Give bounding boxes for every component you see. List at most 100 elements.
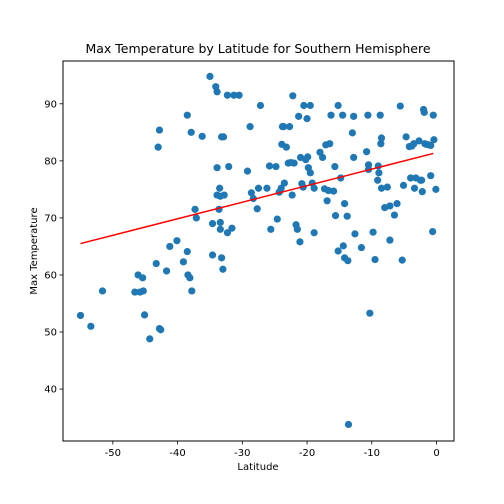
x-tick-label: -10	[364, 448, 380, 459]
data-point	[228, 225, 235, 232]
data-point	[411, 185, 418, 192]
data-point	[421, 109, 428, 116]
data-point	[399, 257, 406, 264]
data-point	[374, 177, 381, 184]
data-point	[209, 220, 216, 227]
data-point	[217, 219, 224, 226]
data-point	[199, 133, 206, 140]
data-point	[419, 188, 426, 195]
data-point	[184, 248, 191, 255]
data-point	[331, 163, 338, 170]
data-point	[341, 200, 348, 207]
data-point	[358, 244, 365, 251]
x-axis-label: Latitude	[237, 462, 278, 473]
data-point	[206, 73, 213, 80]
data-point	[188, 129, 195, 136]
data-point	[311, 185, 318, 192]
data-point	[295, 113, 302, 120]
data-point	[254, 205, 261, 212]
x-tick-label: -30	[234, 448, 250, 459]
data-point	[225, 163, 232, 170]
data-point	[345, 421, 352, 428]
data-point	[291, 160, 298, 167]
data-point	[366, 310, 373, 317]
data-point	[184, 112, 191, 119]
data-point	[155, 144, 162, 151]
data-point	[99, 287, 106, 294]
data-point	[191, 206, 198, 213]
data-point	[386, 237, 393, 244]
data-point	[141, 311, 148, 318]
data-point	[255, 185, 262, 192]
y-tick-label: 90	[44, 99, 57, 110]
data-point	[350, 113, 357, 120]
data-point	[311, 229, 318, 236]
data-point	[330, 187, 337, 194]
data-point	[263, 185, 270, 192]
data-point	[235, 92, 242, 99]
data-point	[418, 177, 425, 184]
data-point	[213, 164, 220, 171]
data-point	[220, 133, 227, 140]
data-point	[266, 162, 273, 169]
data-point	[166, 243, 173, 250]
data-point	[350, 154, 357, 161]
y-tick-label: 70	[44, 213, 57, 224]
x-tick-label: 0	[433, 448, 439, 459]
data-point	[156, 126, 163, 133]
data-point	[351, 230, 358, 237]
y-tick-label: 80	[44, 156, 57, 167]
data-point	[326, 140, 333, 147]
data-point	[429, 228, 436, 235]
data-point	[304, 153, 311, 160]
data-point	[369, 229, 376, 236]
data-point	[403, 133, 410, 140]
y-tick-label: 50	[44, 328, 57, 339]
data-point	[307, 169, 314, 176]
chart-title: Max Temperature by Latitude for Southern…	[85, 41, 430, 56]
data-point	[221, 191, 228, 198]
data-point	[244, 168, 251, 175]
data-point	[386, 202, 393, 209]
y-axis-label: Max Temperature	[29, 207, 40, 294]
y-tick-label: 40	[44, 385, 57, 396]
data-point	[289, 191, 296, 198]
data-point	[307, 102, 314, 109]
data-point	[391, 211, 398, 218]
data-point	[218, 254, 225, 261]
data-point	[344, 257, 351, 264]
data-point	[77, 312, 84, 319]
data-point	[219, 266, 226, 273]
data-point	[432, 186, 439, 193]
data-point	[153, 260, 160, 267]
data-point	[286, 123, 293, 130]
data-point	[371, 256, 378, 263]
data-point	[375, 169, 382, 176]
data-point	[400, 182, 407, 189]
data-point	[272, 163, 279, 170]
data-point	[87, 323, 94, 330]
data-point	[146, 335, 153, 342]
data-point	[283, 144, 290, 151]
data-point	[364, 112, 371, 119]
data-point	[180, 258, 187, 265]
data-point	[173, 237, 180, 244]
data-point	[339, 112, 346, 119]
data-point	[378, 134, 385, 141]
data-point	[303, 115, 310, 122]
data-point	[188, 287, 195, 294]
x-tick-label: -40	[169, 448, 185, 459]
data-point	[397, 102, 404, 109]
data-point	[224, 92, 231, 99]
data-point	[327, 112, 334, 119]
x-tick-label: -20	[299, 448, 315, 459]
data-point	[340, 242, 347, 249]
data-point	[139, 274, 146, 281]
y-tick-label: 60	[44, 270, 57, 281]
data-point	[296, 238, 303, 245]
data-point	[324, 197, 331, 204]
data-point	[319, 154, 326, 161]
data-point	[246, 123, 253, 130]
data-point	[281, 180, 288, 187]
